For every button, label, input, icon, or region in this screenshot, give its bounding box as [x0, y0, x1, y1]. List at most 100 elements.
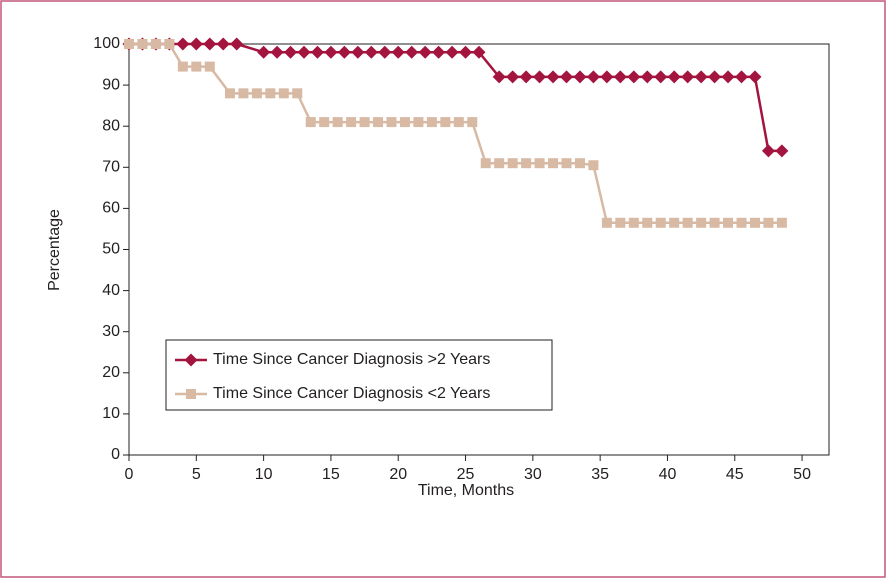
y-tick-label: 50	[102, 241, 120, 258]
data-point	[265, 88, 276, 99]
data-point	[613, 70, 627, 84]
x-tick-label: 25	[457, 466, 475, 483]
data-point	[533, 70, 547, 84]
x-tick-label: 20	[389, 466, 407, 483]
data-point	[364, 45, 378, 59]
data-point	[164, 39, 175, 49]
data-point	[696, 217, 707, 228]
data-point	[506, 70, 520, 84]
data-point	[775, 144, 789, 158]
y-tick-label: 30	[102, 323, 120, 340]
data-point	[492, 70, 506, 84]
data-point	[709, 217, 720, 228]
data-point	[574, 158, 585, 169]
data-point	[305, 117, 316, 128]
data-point	[386, 117, 397, 128]
data-point	[601, 217, 612, 228]
data-point	[681, 70, 695, 84]
data-point	[521, 158, 532, 169]
data-point	[546, 70, 560, 84]
y-tick-label: 40	[102, 282, 120, 299]
x-tick-label: 10	[255, 466, 273, 483]
legend-marker	[184, 353, 198, 367]
legend-label: Time Since Cancer Diagnosis <2 Years	[213, 385, 490, 402]
data-point	[480, 158, 491, 169]
x-tick-label: 0	[125, 466, 134, 483]
data-point	[682, 217, 693, 228]
data-point	[445, 45, 459, 59]
data-point	[373, 117, 384, 128]
series-line	[129, 42, 782, 225]
data-point	[667, 70, 681, 84]
data-point	[324, 45, 338, 59]
data-point	[351, 45, 365, 59]
x-tick-label: 15	[322, 466, 340, 483]
data-point	[694, 70, 708, 84]
data-point	[224, 88, 235, 99]
data-point	[628, 217, 639, 228]
data-point	[176, 37, 190, 51]
data-point	[230, 37, 244, 51]
x-tick-label: 5	[192, 466, 201, 483]
data-point	[763, 217, 774, 228]
x-tick-label: 35	[591, 466, 609, 483]
data-point	[418, 45, 432, 59]
data-point	[654, 70, 668, 84]
data-point	[721, 70, 735, 84]
data-point	[736, 217, 747, 228]
data-point	[426, 117, 437, 128]
x-tick-label: 30	[524, 466, 542, 483]
data-point	[459, 45, 473, 59]
data-point	[561, 158, 572, 169]
data-point	[642, 217, 653, 228]
data-point	[405, 45, 419, 59]
data-point	[735, 70, 748, 84]
data-point	[284, 45, 298, 59]
legend-label: Time Since Cancer Diagnosis >2 Years	[213, 351, 490, 368]
data-point	[332, 117, 343, 128]
data-point	[432, 45, 446, 59]
data-point	[297, 45, 311, 59]
data-point	[204, 61, 215, 72]
data-point	[337, 45, 351, 59]
data-point	[472, 45, 486, 59]
y-tick-label: 20	[102, 364, 120, 381]
data-point	[627, 70, 641, 84]
data-point	[548, 158, 559, 169]
data-point	[216, 37, 230, 51]
data-point	[238, 88, 249, 99]
data-point	[257, 45, 271, 59]
data-point	[588, 160, 599, 171]
y-tick-label: 0	[111, 446, 120, 463]
data-point	[346, 117, 357, 128]
data-point	[399, 117, 410, 128]
data-point	[203, 37, 217, 51]
data-point	[124, 39, 134, 49]
data-point	[708, 70, 722, 84]
data-point	[150, 39, 161, 49]
data-point	[573, 70, 587, 84]
data-point	[519, 70, 533, 84]
data-point	[453, 117, 464, 128]
data-point	[177, 61, 188, 72]
data-point	[251, 88, 262, 99]
y-tick-label: 80	[102, 117, 120, 134]
data-point	[494, 158, 505, 169]
y-tick-label: 10	[102, 405, 120, 422]
data-point	[319, 117, 330, 128]
y-axis-label: Percentage	[46, 209, 63, 291]
data-point	[378, 45, 392, 59]
x-tick-label: 45	[726, 466, 744, 483]
data-point	[440, 117, 451, 128]
data-point	[776, 217, 787, 228]
x-tick-label: 40	[659, 466, 677, 483]
legend-box	[165, 339, 553, 411]
data-point	[189, 37, 203, 51]
data-point	[600, 70, 614, 84]
y-tick-label: 100	[93, 35, 120, 52]
x-axis-label: Time, Months	[418, 482, 514, 499]
data-point	[723, 217, 734, 228]
